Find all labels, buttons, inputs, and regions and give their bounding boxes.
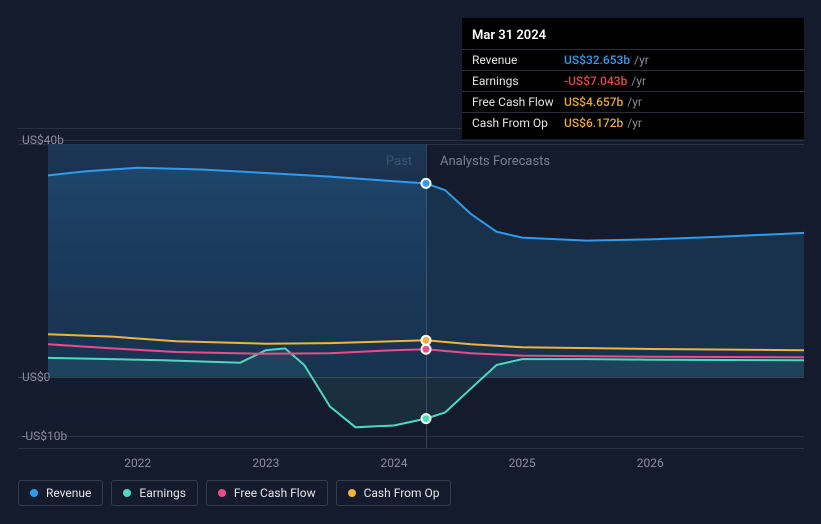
- tooltip-label: Free Cash Flow: [472, 95, 564, 109]
- tooltip-label: Earnings: [472, 74, 564, 88]
- chart-container: Mar 31 2024 RevenueUS$32.653b/yrEarnings…: [18, 18, 804, 506]
- legend-dot: [123, 489, 131, 497]
- tooltip-suffix: /yr: [627, 95, 642, 109]
- legend-label: Revenue: [46, 486, 91, 500]
- x-axis-label: 2022: [124, 456, 151, 470]
- legend-dot: [218, 489, 226, 497]
- series-marker: [422, 336, 431, 345]
- tooltip-title: Mar 31 2024: [462, 24, 804, 49]
- legend-label: Free Cash Flow: [234, 486, 316, 500]
- tooltip-label: Revenue: [472, 53, 564, 67]
- tooltip-value: US$32.653b: [564, 53, 630, 67]
- tooltip-label: Cash From Op: [472, 116, 564, 130]
- tooltip-row: Earnings-US$7.043b/yr: [462, 70, 804, 91]
- series-marker: [422, 179, 431, 188]
- legend-item-revenue[interactable]: Revenue: [18, 480, 103, 506]
- tooltip-value: US$4.657b: [564, 95, 623, 109]
- legend-dot: [348, 489, 356, 497]
- tooltip-suffix: /yr: [631, 74, 646, 88]
- tooltip-suffix: /yr: [634, 53, 649, 67]
- series-marker: [422, 345, 431, 354]
- chart-svg: [18, 128, 804, 448]
- series-marker: [422, 414, 431, 423]
- x-axis-label: 2024: [380, 456, 407, 470]
- legend-item-cash-from-op[interactable]: Cash From Op: [336, 480, 452, 506]
- legend-item-earnings[interactable]: Earnings: [111, 480, 198, 506]
- legend-item-free-cash-flow[interactable]: Free Cash Flow: [206, 480, 328, 506]
- legend: Revenue Earnings Free Cash Flow Cash From O…: [18, 480, 451, 506]
- tooltip-row: Cash From OpUS$6.172b/yr: [462, 112, 804, 133]
- legend-dot: [30, 489, 38, 497]
- tooltip-row: RevenueUS$32.653b/yr: [462, 49, 804, 70]
- x-axis-label: 2023: [252, 456, 279, 470]
- plot-area[interactable]: US$40bUS$0-US$10b Past Analysts Forecast…: [18, 128, 804, 448]
- x-axis-label: 2026: [637, 456, 664, 470]
- tooltip-row: Free Cash FlowUS$4.657b/yr: [462, 91, 804, 112]
- tooltip-value: -US$7.043b: [564, 74, 627, 88]
- legend-label: Cash From Op: [364, 486, 440, 500]
- tooltip-suffix: /yr: [627, 116, 642, 130]
- tooltip-value: US$6.172b: [564, 116, 623, 130]
- legend-label: Earnings: [139, 486, 186, 500]
- tooltip: Mar 31 2024 RevenueUS$32.653b/yrEarnings…: [462, 18, 804, 139]
- x-axis-label: 2025: [509, 456, 536, 470]
